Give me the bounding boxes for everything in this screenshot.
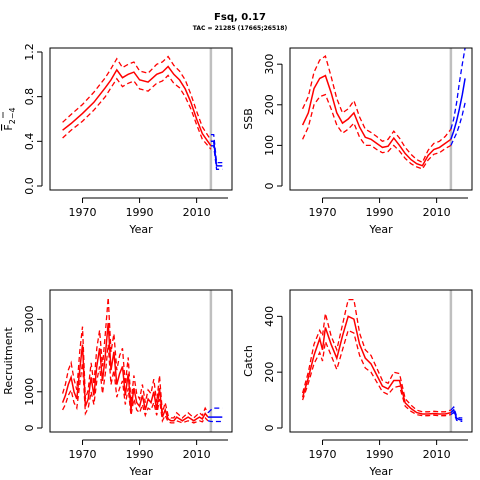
- recruitment-x-axis-label: Year: [128, 465, 153, 478]
- f-y-label-sub: 2−4: [8, 107, 17, 124]
- f-projection-median-line: [210, 140, 223, 167]
- ssb-y-tick-label: 100: [263, 135, 276, 156]
- ssb-x-tick-label: 2010: [423, 206, 451, 219]
- catch-x-tick-label: 2010: [423, 448, 451, 461]
- f-x-tick-label: 1970: [69, 206, 97, 219]
- recruitment-y-tick-label: 1000: [23, 378, 36, 406]
- ssb-y-axis-label: SSB: [242, 108, 255, 130]
- f-history-lower-line: [62, 74, 212, 150]
- ssb-panel: 1970 1990 2010 Year 0 100 200 300 SSB: [242, 47, 473, 236]
- recruitment-history-lower-line: [62, 344, 209, 424]
- ssb-x-axis-label: Year: [368, 223, 393, 236]
- f-plot-frame: [49, 47, 233, 191]
- ssb-x-tick-label: 1970: [309, 206, 337, 219]
- recruitment-history-upper-line: [61, 297, 209, 419]
- recruitment-y-tick-label: 0: [23, 425, 36, 432]
- recruitment-x-tick-label: 1970: [69, 448, 97, 461]
- catch-x-tick-label: 1990: [366, 448, 394, 461]
- catch-series-group: [301, 298, 463, 422]
- catch-projection-lower-line: [450, 411, 463, 422]
- ssb-y-tick-label: 0: [263, 183, 276, 190]
- ssb-series-group: [301, 48, 466, 170]
- ssb-x-axis: 1970 1990 2010 Year: [309, 197, 468, 236]
- catch-x-axis: 1970 1990 2010 Year: [309, 439, 468, 478]
- f-x-axis: 1970 1990 2010 Year: [69, 197, 228, 236]
- ssb-history-upper-line: [302, 55, 452, 164]
- f-y-tick-label: 0.0: [23, 177, 36, 195]
- f-x-tick-label: 1990: [126, 206, 154, 219]
- f-y-tick-label: 0.4: [23, 133, 36, 151]
- f-history-upper-line: [62, 55, 212, 141]
- catch-history-median-line: [301, 315, 452, 415]
- ssb-x-tick-label: 1990: [366, 206, 394, 219]
- ssb-projection-median-line: [450, 78, 466, 140]
- figure-subtitle: TAC = 21285 (17665;26518): [193, 25, 288, 32]
- catch-plot-frame: [289, 289, 473, 433]
- recruitment-panel: 1970 1990 2010 Year 0 1000 3000 Recruitment: [2, 289, 233, 478]
- f-panel: 1970 1990 2010 Year 0.0 0.4 0.8 1.2 F2−4: [2, 43, 233, 236]
- f-y-tick-label: 1.2: [23, 43, 36, 61]
- recruitment-y-axis-label: Recruitment: [2, 327, 15, 395]
- ssb-projection-lower-line: [450, 102, 466, 146]
- recruitment-x-axis: 1970 1990 2010 Year: [69, 439, 228, 478]
- ssb-history-median-line: [301, 74, 452, 167]
- f-series-group: [62, 55, 223, 170]
- catch-history-upper-line: [301, 298, 452, 413]
- recruitment-projection-upper-line: [207, 407, 223, 414]
- catch-projection-median-line: [450, 408, 463, 421]
- f-history-median-line: [62, 65, 212, 147]
- f-x-axis-label: Year: [128, 223, 153, 236]
- catch-x-tick-label: 1970: [309, 448, 337, 461]
- f-y-label-main: F: [2, 124, 15, 130]
- f-y-axis: 0.0 0.4 0.8 1.2 F2−4: [2, 43, 43, 195]
- recruitment-plot-frame: [49, 289, 233, 433]
- ssb-y-tick-label: 300: [263, 54, 276, 75]
- catch-y-axis-label: Catch: [242, 345, 255, 377]
- catch-history-lower-line: [301, 329, 452, 417]
- catch-y-axis: 0 200 400 Catch: [242, 306, 283, 432]
- f-projection-upper-line: [210, 133, 223, 164]
- recruitment-series-group: [61, 297, 223, 424]
- recruitment-projection-lower-line: [207, 420, 223, 423]
- ssb-y-tick-label: 200: [263, 94, 276, 115]
- recruitment-x-tick-label: 1990: [126, 448, 154, 461]
- f-x-tick-label: 2010: [183, 206, 211, 219]
- catch-y-tick-label: 0: [263, 425, 276, 432]
- figure-title: Fsq, 0.17: [214, 12, 266, 23]
- recruitment-x-tick-label: 2010: [183, 448, 211, 461]
- ssb-projection-upper-line: [450, 48, 466, 130]
- f-y-tick-label: 0.8: [23, 88, 36, 106]
- catch-y-tick-label: 200: [263, 362, 276, 383]
- f-projection-lower-line: [210, 145, 223, 170]
- f-y-axis-label: F2−4: [2, 107, 17, 130]
- catch-y-tick-label: 400: [263, 306, 276, 327]
- recruitment-y-tick-label: 3000: [23, 305, 36, 333]
- recruitment-y-axis: 0 1000 3000 Recruitment: [2, 305, 43, 432]
- panels: 1970 1990 2010 Year 0.0 0.4 0.8 1.2 F2−4 1970 1990…: [2, 43, 473, 478]
- catch-x-axis-label: Year: [368, 465, 393, 478]
- catch-projection-upper-line: [450, 405, 463, 419]
- ssb-history-lower-line: [302, 93, 452, 170]
- recruitment-history-median-line: [61, 322, 209, 422]
- ssb-plot-frame: [289, 47, 473, 191]
- ssb-y-axis: 0 100 200 300 SSB: [242, 54, 283, 190]
- catch-panel: 1970 1990 2010 Year 0 200 400 Catch: [242, 289, 473, 478]
